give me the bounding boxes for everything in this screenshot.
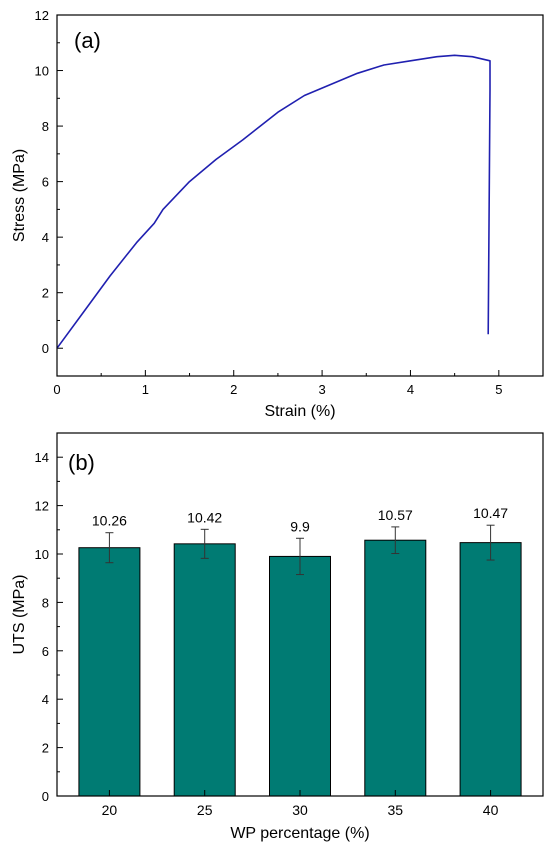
a-y-tick-label: 12 bbox=[35, 8, 49, 23]
b-value-label: 9.9 bbox=[290, 518, 310, 534]
a-panel-label: (a) bbox=[74, 28, 101, 53]
b-y-tick-label: 14 bbox=[35, 450, 49, 465]
a-x-tick-label: 0 bbox=[53, 382, 60, 397]
b-bar bbox=[364, 539, 427, 797]
b-x-tick-label: 25 bbox=[197, 802, 213, 818]
b-y-tick-label: 0 bbox=[42, 789, 49, 804]
b-panel-label: (b) bbox=[68, 450, 95, 475]
b-x-tick-label: 20 bbox=[102, 802, 118, 818]
a-x-tick-label: 5 bbox=[495, 382, 502, 397]
b-x-tick-label: 40 bbox=[483, 802, 499, 818]
b-bar bbox=[269, 555, 331, 797]
b-y-axis-label: UTS (MPa) bbox=[11, 575, 28, 655]
b-value-label: 10.57 bbox=[378, 507, 413, 523]
b-y-tick-label: 4 bbox=[42, 692, 49, 707]
b-bar bbox=[173, 543, 236, 797]
a-x-tick-label: 3 bbox=[318, 382, 325, 397]
a-x-axis-label: Strain (%) bbox=[264, 403, 335, 420]
a-y-tick-label: 0 bbox=[42, 341, 49, 356]
b-plot-frame bbox=[56, 432, 544, 797]
b-value-label: 10.47 bbox=[473, 505, 508, 521]
b-x-axis-label: WP percentage (%) bbox=[230, 825, 369, 842]
b-y-tick-label: 10 bbox=[35, 547, 49, 562]
b-y-tick-label: 6 bbox=[42, 644, 49, 659]
a-plot-frame bbox=[56, 14, 544, 377]
b-value-label: 10.42 bbox=[187, 509, 222, 525]
a-y-tick-label: 4 bbox=[42, 230, 49, 245]
b-y-tick-label: 2 bbox=[42, 741, 49, 756]
a-y-tick-label: 10 bbox=[35, 64, 49, 79]
b-bar bbox=[78, 547, 141, 797]
b-x-tick-label: 35 bbox=[388, 802, 404, 818]
a-y-tick-label: 6 bbox=[42, 175, 49, 190]
a-x-tick-label: 4 bbox=[407, 382, 414, 397]
b-value-label: 10.26 bbox=[92, 513, 127, 529]
a-y-tick-label: 8 bbox=[42, 119, 49, 134]
a-x-tick-label: 1 bbox=[142, 382, 149, 397]
a-x-tick-label: 2 bbox=[230, 382, 237, 397]
a-y-axis-label: Stress (MPa) bbox=[11, 149, 28, 242]
b-y-tick-label: 8 bbox=[42, 595, 49, 610]
b-y-tick-label: 12 bbox=[35, 499, 49, 514]
b-x-tick-label: 30 bbox=[292, 802, 308, 818]
b-bar bbox=[459, 542, 522, 797]
a-y-tick-label: 2 bbox=[42, 286, 49, 301]
a-series-line bbox=[56, 54, 491, 349]
